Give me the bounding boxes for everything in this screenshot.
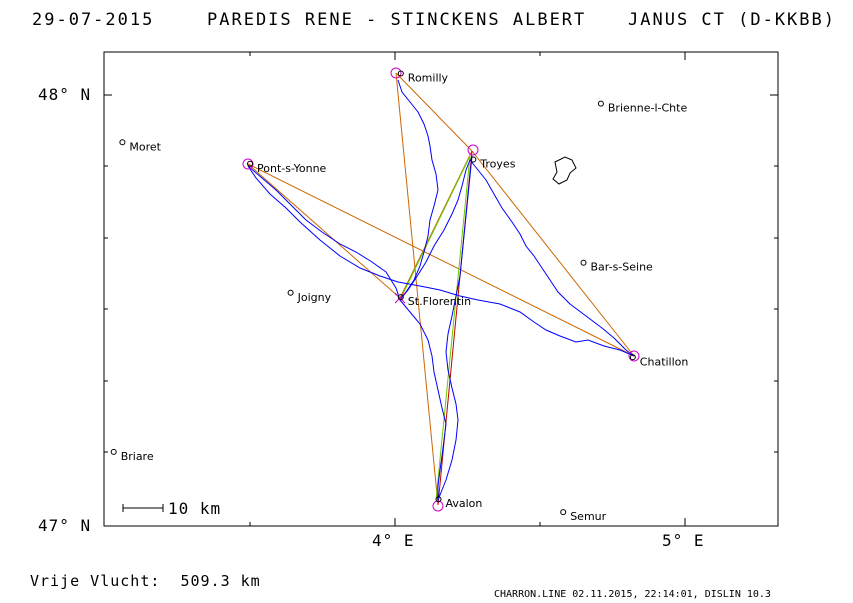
town-label: Briare [121,450,154,463]
leg-romilly-avalon [395,72,439,506]
lat-label-47: 47° N [38,516,91,535]
town-label: Joigny [297,291,332,304]
leg-troyes-chatillon [471,150,635,357]
software-credit: CHARRON.LINE 02.11.2015, 22:14:01, DISLI… [494,589,771,600]
town-marker [597,100,604,107]
scale-bar-label: 10 km [168,499,221,518]
axis-ticks [104,52,778,526]
towns-layer: Romilly Brienne-l-Chte Moret Troyes Pont-s-Y… [110,70,689,523]
town-marker [397,70,404,77]
town-marker [470,156,477,163]
lat-label-48: 48° N [38,85,91,104]
town-marker [560,509,567,516]
pilot-names: PAREDIS RENE - STINCKENS ALBERT [207,10,586,30]
town-marker [119,139,126,146]
lon-label-4: 4° E [372,531,415,550]
turnpoints [242,67,640,512]
town-marker [629,354,636,361]
town-marker [580,259,587,266]
leg-green-1 [435,155,471,501]
leg-chatillon-pont [247,163,635,357]
turnpoint-florentin [394,292,406,304]
distance-label: Vrije Vlucht: 509.3 km [30,572,261,590]
leg-pont-florentin [247,163,401,299]
turnpoint-romilly [390,67,402,79]
town-marker [247,160,253,167]
scale-bar [122,504,164,512]
flight-track [247,79,635,501]
lon-label-5: 5° E [662,531,705,550]
town-label: Brienne-l-Chte [608,102,688,115]
town-label: Troyes [479,158,515,171]
town-label: Moret [129,140,161,153]
turnpoint-avalon [432,500,444,512]
town-marker [110,448,117,455]
town-marker [287,289,294,296]
turnpoint-pont [242,158,254,170]
town-label: Chatillon [640,355,689,368]
lake-outline [552,156,577,185]
town-label: Semur [570,510,606,523]
leg-romilly-troyes [395,72,473,152]
town-marker [435,496,442,503]
town-label: Pont-s-Yonne [257,162,327,175]
town-label: Romilly [408,72,449,85]
map-frame [103,51,779,527]
leg-green-2 [399,155,471,301]
town-label: Avalon [446,497,483,510]
town-label: Bar-s-Seine [591,261,654,274]
glider-id: JANUS CT (D-KKBB) [628,10,836,30]
turnpoint-troyes [467,144,479,156]
town-label: St.Florentin [408,295,471,308]
task-legs [247,72,635,506]
flight-date: 29-07-2015 [32,10,154,30]
town-marker [397,294,404,301]
turnpoint-chatillon [628,350,640,362]
